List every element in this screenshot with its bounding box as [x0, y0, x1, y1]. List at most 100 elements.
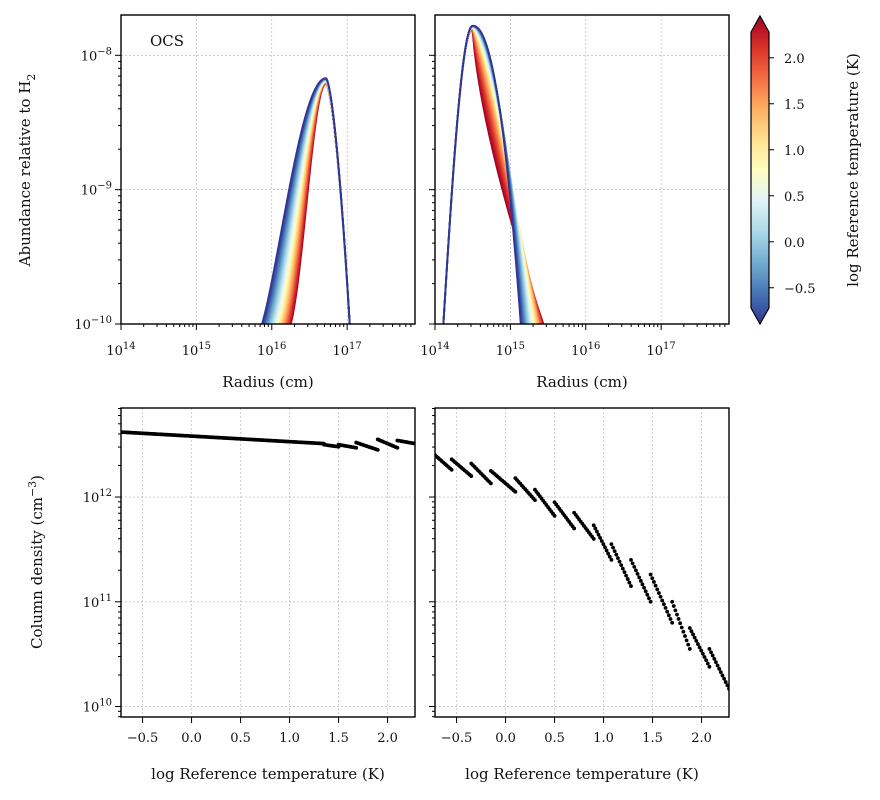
- data-point: [660, 598, 665, 603]
- data-point: [684, 638, 689, 643]
- y-tick-label-base: 10: [81, 184, 98, 199]
- data-point: [678, 621, 683, 626]
- grid-br: [435, 408, 729, 717]
- data-point: [697, 645, 702, 650]
- ylabel-tl-sub: 2: [25, 74, 38, 81]
- ylabel-tl: Abundance relative to H2: [16, 74, 38, 268]
- data-point: [354, 445, 359, 450]
- data-point: [611, 545, 615, 550]
- x-tick-label: 1.0: [279, 731, 300, 746]
- colorbar-tick-label: 1.5: [784, 98, 805, 113]
- data-point: [595, 529, 599, 534]
- ylabel-tl-main: Abundance relative to H: [16, 81, 34, 268]
- x-tick-label-base: 10: [571, 344, 588, 359]
- x-tick-label: 0.5: [230, 731, 251, 746]
- data-point: [658, 594, 663, 599]
- data-point: [634, 568, 638, 573]
- frame-bl: [120, 407, 416, 718]
- data-point: [643, 589, 648, 594]
- y-tick-label-exp: 11: [99, 593, 112, 604]
- data-point: [599, 539, 604, 543]
- data-point: [686, 642, 691, 647]
- data-point: [598, 535, 603, 540]
- data-point: [620, 566, 625, 571]
- grid-bl: [121, 408, 415, 717]
- data-point: [614, 552, 619, 557]
- x-tick-label: 2.0: [691, 731, 712, 746]
- data-point: [637, 575, 642, 580]
- data-point: [533, 498, 537, 503]
- y-tick-label: 1011: [83, 593, 112, 611]
- frame-tl: [120, 14, 416, 325]
- x-tick-label-base: 10: [106, 344, 123, 359]
- curves-tr: [442, 24, 545, 324]
- data-point: [617, 559, 622, 564]
- data-point: [661, 602, 666, 607]
- data-point: [632, 564, 637, 569]
- data-point: [675, 612, 679, 617]
- colorbar-body: [750, 14, 770, 326]
- colorbar-label: log Reference temperature (K): [844, 53, 862, 287]
- data-point: [630, 561, 635, 566]
- data-point: [666, 613, 671, 618]
- data-point: [513, 489, 518, 494]
- data-point: [607, 554, 612, 559]
- data-point: [375, 448, 380, 452]
- data-point: [705, 661, 710, 666]
- x-tick-label: 1017: [333, 341, 362, 359]
- data-point: [663, 606, 668, 610]
- xlabel-tl: Radius (cm): [222, 373, 313, 391]
- data-point: [593, 526, 598, 531]
- data-point: [642, 585, 646, 590]
- y-tick-label-exp: −10: [91, 315, 112, 326]
- data-point: [676, 617, 681, 621]
- colorbar-tick-label: 1.0: [784, 144, 805, 159]
- colorbar: −0.5 0.0 0.5 1.0 1.5 2.0 log Reference temper…: [750, 14, 862, 326]
- panel-bottom-right: −0.5 0.0 0.5 1.0 1.5 2.0 log Reference temper…: [429, 407, 730, 783]
- x-tick-label-exp: 16: [274, 341, 287, 352]
- data-point: [622, 570, 627, 574]
- annotation-ocs: OCS: [150, 32, 184, 50]
- y-tick-label-exp: 10: [99, 698, 112, 709]
- x-tick-label: 0.0: [495, 731, 516, 746]
- data-point: [609, 557, 614, 562]
- x-tick-label: 1016: [257, 341, 286, 359]
- data-point: [668, 617, 673, 621]
- data-point: [629, 557, 633, 562]
- ylabel-bl-sup: −3: [26, 481, 39, 497]
- x-tick-label-base: 10: [257, 344, 274, 359]
- x-tick-label-exp: 14: [437, 341, 450, 352]
- x-tick-label: 1.5: [642, 731, 663, 746]
- data-point: [552, 513, 557, 518]
- y-tick-label-exp: 12: [99, 488, 112, 499]
- data-point: [469, 474, 474, 478]
- y-tick-label-base: 10: [74, 318, 91, 333]
- xlabel-br: log Reference temperature (K): [465, 765, 699, 783]
- y-tick-label-base: 10: [83, 491, 100, 506]
- y-tick-label-base: 10: [83, 596, 100, 611]
- data-point: [648, 599, 653, 604]
- data-point: [700, 651, 705, 656]
- data-point: [699, 648, 704, 653]
- data-point: [591, 537, 596, 541]
- data-point: [679, 625, 684, 630]
- grid-tl: [120, 15, 415, 325]
- series-line: [261, 77, 351, 324]
- y-tick-label-exp: −8: [97, 46, 112, 57]
- data-point: [665, 609, 670, 614]
- y-tick-label-base: 10: [81, 49, 98, 64]
- colorbar-tick-label: 0.0: [784, 236, 805, 251]
- colorbar-ticks: −0.5 0.0 0.5 1.0 1.5 2.0: [769, 52, 816, 297]
- data-point: [629, 584, 633, 588]
- frame-br: [434, 407, 730, 718]
- y-tick-label: 10−9: [81, 181, 112, 199]
- data-point: [712, 656, 717, 661]
- data-point: [648, 572, 653, 577]
- x-tick-label: 0.0: [181, 731, 202, 746]
- data-point: [696, 642, 700, 647]
- x-tick-label-base: 10: [496, 344, 513, 359]
- data-point: [603, 545, 607, 550]
